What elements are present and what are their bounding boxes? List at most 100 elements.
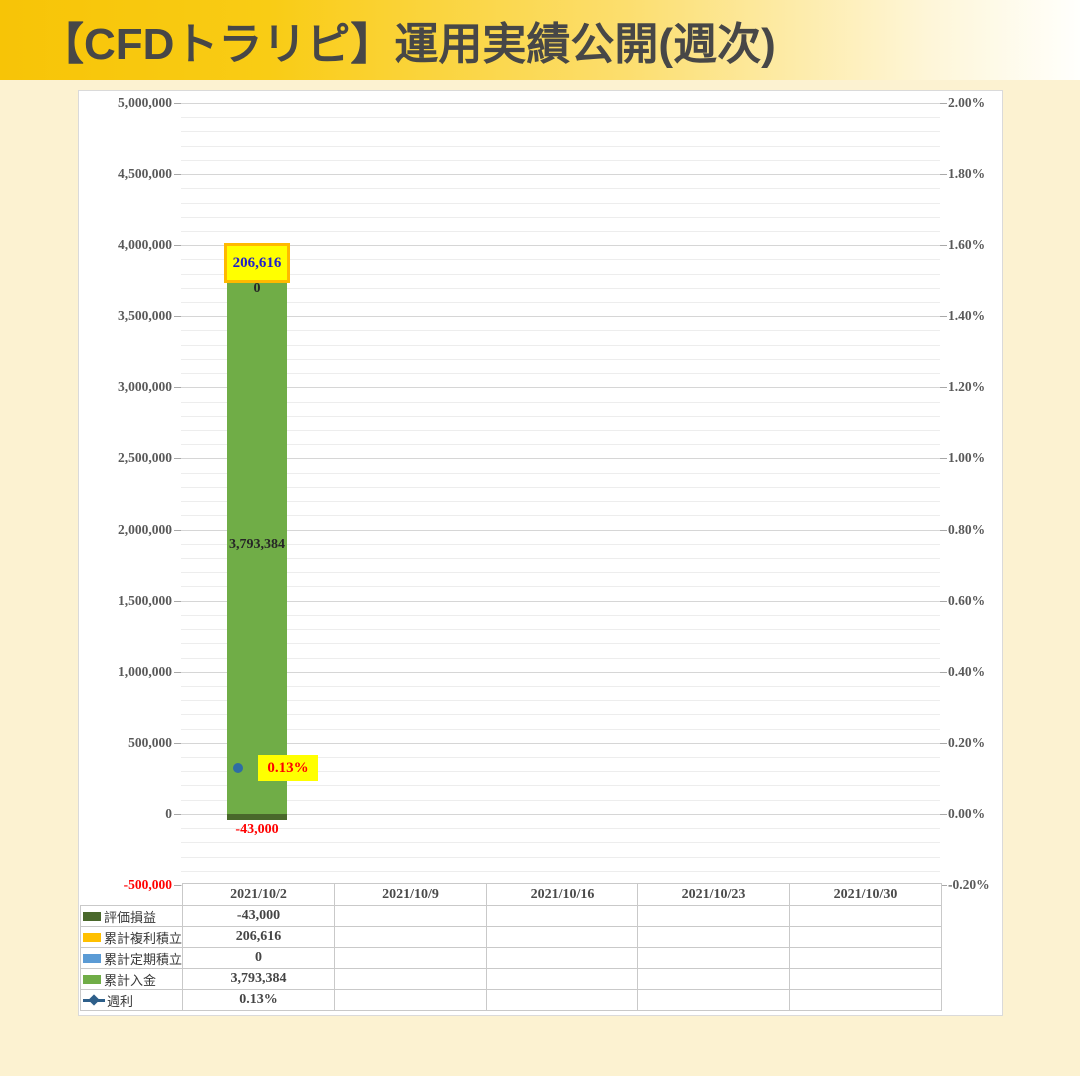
left-axis-tick [174, 103, 181, 104]
gridline-major [181, 458, 940, 459]
gridline-minor [181, 629, 940, 630]
gridline-minor [181, 544, 940, 545]
legend-swatch-valuation-pl [83, 911, 101, 921]
date-header-cell: 2021/10/23 [637, 883, 790, 906]
data-label-compound-accum: 206,616 [224, 243, 290, 283]
right-axis-tick [940, 245, 947, 246]
left-axis-tick [174, 601, 181, 602]
right-axis-tick [940, 672, 947, 673]
gridline-major [181, 387, 940, 388]
legend-swatch-compound-accum [83, 932, 101, 942]
left-axis-tick [174, 743, 181, 744]
gridline-minor [181, 444, 940, 445]
gridline-minor [181, 217, 940, 218]
gridline-minor [181, 700, 940, 701]
data-label-valuation-pl: -43,000 [235, 822, 279, 837]
empty-cell [334, 968, 487, 990]
legend-cell-compound-accum: 累計複利積立 [80, 926, 183, 948]
left-axis-label: 2,000,000 [118, 522, 172, 537]
empty-cell [486, 989, 639, 1011]
gridline-minor [181, 259, 940, 260]
gridline-minor [181, 828, 940, 829]
gridline-minor [181, 714, 940, 715]
gridline-major [181, 174, 940, 175]
gridline-major [181, 672, 940, 673]
empty-cell [637, 989, 790, 1011]
chart-panel [78, 90, 1003, 1016]
legend-line-icon-weekly-rate [83, 994, 105, 1006]
gridline-major [181, 316, 940, 317]
left-axis-tick [174, 245, 181, 246]
right-axis-label: 0.00% [948, 806, 986, 821]
bar-segment-total-deposit [227, 275, 287, 814]
gridline-minor [181, 345, 940, 346]
gridline-major [181, 530, 940, 531]
value-cell-valuation-pl: -43,000 [182, 905, 335, 927]
left-axis-tick [174, 672, 181, 673]
gridline-minor [181, 203, 940, 204]
gridline-minor [181, 146, 940, 147]
gridline-minor [181, 643, 940, 644]
empty-cell [486, 905, 639, 927]
empty-cell [789, 947, 942, 969]
empty-cell [486, 968, 639, 990]
empty-cell [334, 926, 487, 948]
gridline-minor [181, 288, 940, 289]
right-axis-label: -0.20% [948, 877, 990, 892]
gridline-minor [181, 857, 940, 858]
right-axis-label: 1.20% [948, 379, 986, 394]
right-axis-tick [940, 103, 947, 104]
left-axis-label: 5,000,000 [118, 95, 172, 110]
legend-label-total-deposit: 累計入金 [104, 972, 157, 988]
left-axis-tick [174, 316, 181, 317]
gridline-minor [181, 302, 940, 303]
gridline-minor [181, 487, 940, 488]
gridline-minor [181, 402, 940, 403]
date-header-cell: 2021/10/2 [182, 883, 335, 906]
right-axis-label: 0.20% [948, 735, 986, 750]
right-axis-label: 0.80% [948, 522, 986, 537]
right-axis-tick [940, 885, 947, 886]
left-axis-tick [174, 885, 181, 886]
left-axis-label: -500,000 [123, 877, 172, 892]
gridline-minor [181, 871, 940, 872]
left-axis-tick [174, 387, 181, 388]
right-axis-tick [940, 743, 947, 744]
value-cell-total-deposit: 3,793,384 [182, 968, 335, 990]
gridline-minor [181, 757, 940, 758]
empty-cell [637, 968, 790, 990]
right-axis-tick [940, 814, 947, 815]
right-axis-tick [940, 458, 947, 459]
legend-label-valuation-pl: 評価損益 [104, 909, 157, 925]
gridline-minor [181, 771, 940, 772]
left-axis-label: 3,500,000 [118, 308, 172, 323]
right-axis-label: 0.40% [948, 664, 986, 679]
legend-swatch-total-deposit [83, 974, 101, 984]
legend-label-periodic-accum: 累計定期積立 [104, 951, 183, 967]
empty-cell [334, 989, 487, 1011]
date-header-cell: 2021/10/30 [789, 883, 942, 906]
gridline-minor [181, 430, 940, 431]
right-axis-label: 1.60% [948, 237, 986, 252]
value-cell-compound-accum: 206,616 [182, 926, 335, 948]
gridline-minor [181, 188, 940, 189]
legend-label-weekly-rate: 週利 [107, 993, 134, 1009]
gridline-minor [181, 330, 940, 331]
bar-segment-valuation-pl [227, 814, 287, 820]
empty-cell [334, 947, 487, 969]
gridline-major [181, 743, 940, 744]
date-header-cell: 2021/10/9 [334, 883, 487, 906]
left-axis-tick [174, 814, 181, 815]
weekly-rate-marker [233, 763, 243, 773]
gridline-minor [181, 274, 940, 275]
left-axis-label: 1,500,000 [118, 593, 172, 608]
gridline-major [181, 245, 940, 246]
right-axis-tick [940, 601, 947, 602]
right-axis-tick [940, 387, 947, 388]
gridline-major [181, 814, 940, 815]
right-axis-label: 1.40% [948, 308, 986, 323]
left-axis-label: 4,500,000 [118, 166, 172, 181]
legend-cell-weekly-rate: 週利 [80, 989, 183, 1011]
gridline-minor [181, 373, 940, 374]
